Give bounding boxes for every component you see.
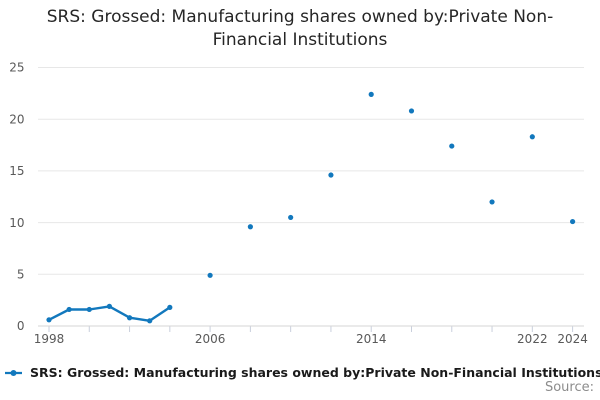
x-axis-tick-label: 2024 <box>557 332 588 346</box>
x-axis-tick-label: 2014 <box>356 332 387 346</box>
legend-label: SRS: Grossed: Manufacturing shares owned… <box>30 365 600 380</box>
chart-canvas: 0 5 10 15 20 25 1998 2006 2014 2022 2024 <box>9 61 588 346</box>
data-point-marker <box>66 306 72 313</box>
data-point-marker <box>408 108 415 114</box>
data-point-marker <box>368 91 374 97</box>
y-axis-tick-label: 5 <box>17 268 25 282</box>
data-point-marker <box>570 218 576 225</box>
data-point-marker <box>247 224 253 230</box>
data-point-marker <box>449 143 455 149</box>
y-axis-tick-label: 25 <box>9 61 24 75</box>
x-axis-tick-label: 2022 <box>517 332 548 346</box>
data-point-marker <box>529 134 535 140</box>
y-axis-tick-label: 10 <box>9 216 24 230</box>
x-axis-tick-label: 1998 <box>34 332 65 346</box>
y-axis-tick-label: 15 <box>9 164 24 178</box>
data-point-marker <box>86 306 92 313</box>
source-label: Source: <box>544 380 594 395</box>
data-point-marker <box>489 199 495 205</box>
x-axis-tick-label: 2006 <box>195 332 226 346</box>
data-point-marker <box>288 214 294 221</box>
data-point-marker <box>106 303 113 309</box>
legend: SRS: Grossed: Manufacturing shares owned… <box>5 365 600 380</box>
legend-line-marker-icon <box>5 369 22 376</box>
data-point-marker <box>126 315 133 321</box>
data-point-marker <box>328 172 334 178</box>
data-point-marker <box>147 318 153 324</box>
chart-title: SRS: Grossed: Manufacturing shares owned… <box>46 7 554 50</box>
data-point-marker <box>167 304 173 310</box>
y-axis-tick-label: 0 <box>17 319 25 333</box>
data-point-marker <box>46 317 52 323</box>
data-point-marker <box>207 272 213 278</box>
y-axis-tick-label: 20 <box>9 112 24 126</box>
